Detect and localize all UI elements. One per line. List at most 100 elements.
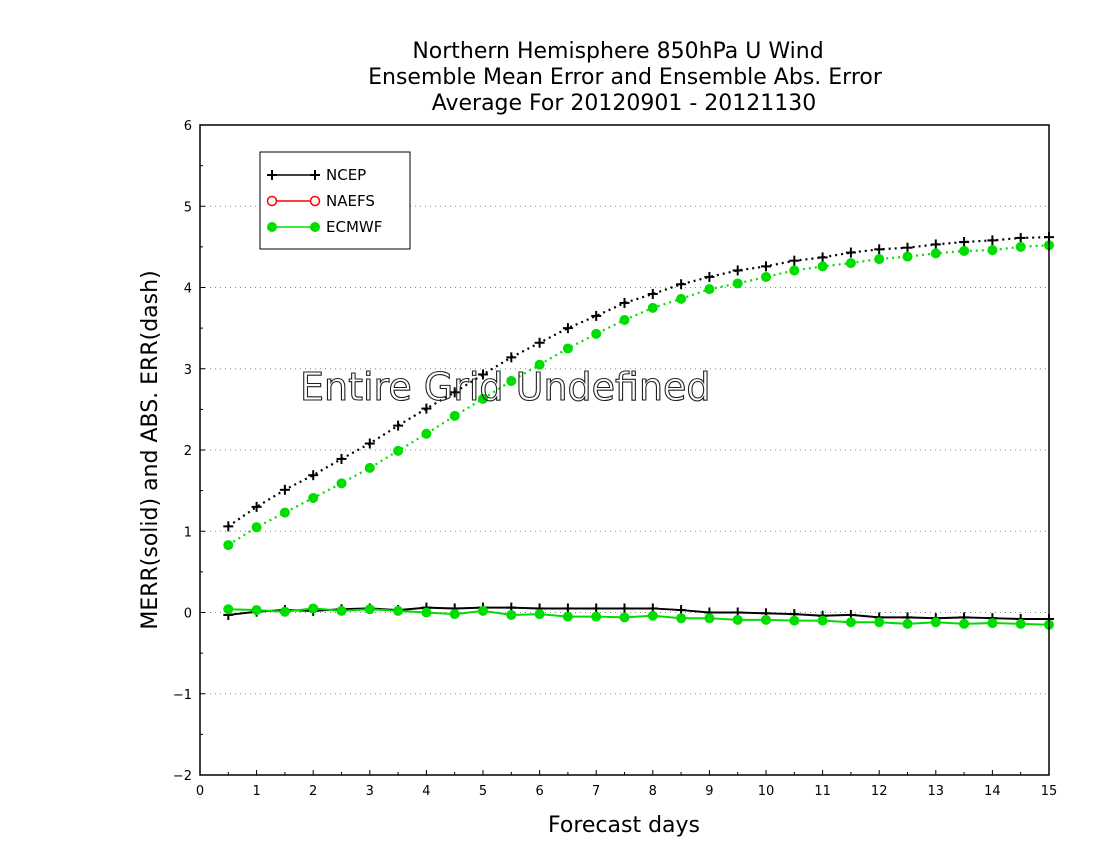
x-tick-label: 1 — [252, 784, 260, 799]
plus-point — [562, 323, 573, 334]
circle-point — [817, 615, 828, 626]
circle-point — [534, 609, 545, 620]
plus-point — [704, 271, 715, 282]
circle-point — [959, 245, 970, 256]
circle-point — [1015, 618, 1026, 629]
circle-point — [591, 328, 602, 339]
circle-point — [619, 612, 630, 623]
circle-point — [845, 617, 856, 628]
y-tick-label: 5 — [184, 200, 192, 215]
x-tick-label: 4 — [422, 784, 430, 799]
circle-point — [393, 445, 404, 456]
circle-point — [845, 258, 856, 269]
plus-point — [647, 289, 658, 299]
circle-point — [364, 462, 375, 473]
plus-point — [591, 310, 602, 321]
plus-point — [761, 261, 771, 272]
circle-point — [223, 604, 234, 615]
circle-point — [874, 617, 885, 628]
circle-point — [478, 393, 488, 404]
ecmwf-abs-err-points — [223, 240, 1054, 551]
open-circle-point — [309, 195, 321, 207]
plus-point — [930, 239, 941, 250]
legend-entry-ncep: NCEP — [267, 166, 366, 184]
plus-point — [478, 369, 488, 380]
plus-point — [336, 453, 347, 464]
circle-point — [506, 609, 517, 620]
circle-point — [562, 343, 573, 354]
x-tick-label: 12 — [871, 784, 888, 799]
circle-point — [591, 611, 602, 622]
plus-point — [732, 265, 743, 276]
x-tick-label: 6 — [535, 784, 543, 799]
circle-point — [619, 315, 630, 325]
circle-point — [279, 507, 290, 518]
x-axis-label: Forecast days — [548, 813, 700, 838]
circle-point — [676, 613, 687, 624]
plus-point — [874, 244, 885, 255]
circle-point — [817, 261, 828, 272]
x-tick-label: 11 — [814, 784, 831, 799]
plus-point — [619, 603, 630, 614]
circle-point — [902, 618, 913, 629]
circle-point — [789, 265, 800, 276]
x-axis-ticks: 0 1 2 3 4 5 6 7 8 9 10 11 12 13 14 15 — [196, 770, 1057, 799]
chart-title-line-1: Northern Hemisphere 850hPa U Wind — [412, 39, 823, 64]
circle-point — [336, 478, 347, 489]
x-tick-label: 5 — [479, 784, 487, 799]
circle-point — [647, 302, 658, 313]
ecmwf-merr-line — [228, 607, 1050, 626]
circle-point — [449, 609, 460, 620]
circle-point — [676, 293, 687, 304]
x-tick-label: 3 — [366, 784, 374, 799]
circle-point — [364, 604, 375, 615]
chart-title-line-2: Ensemble Mean Error and Ensemble Abs. Er… — [368, 65, 883, 90]
y-tick-label: 2 — [184, 444, 192, 459]
plus-point — [449, 387, 460, 398]
ncep-merr-points — [223, 602, 1054, 624]
plus-point — [267, 170, 277, 180]
y-tick-label: 4 — [184, 282, 192, 297]
circle-point — [1015, 241, 1026, 252]
legend-entry-ecmwf: ECMWF — [267, 218, 382, 236]
circle-point — [251, 522, 262, 533]
circle-point — [336, 605, 347, 616]
plus-point — [987, 235, 998, 246]
y-tick-label: 0 — [184, 607, 192, 622]
circle-point — [534, 359, 545, 370]
circle-point — [223, 540, 234, 551]
circle-point — [930, 617, 941, 628]
circle-point — [902, 251, 913, 262]
circle-point — [732, 278, 743, 289]
x-tick-label: 7 — [592, 784, 600, 799]
plus-point — [789, 255, 800, 266]
plus-point — [676, 279, 687, 290]
legend-label: ECMWF — [326, 218, 382, 236]
plot-series — [223, 232, 1054, 630]
grid-undefined-annotation: Entire Grid Undefined — [300, 365, 711, 409]
plus-point — [534, 337, 545, 348]
x-tick-label: 9 — [705, 784, 713, 799]
circle-point — [421, 607, 432, 618]
circle-point — [930, 248, 941, 259]
x-tick-label: 10 — [758, 784, 775, 799]
x-tick-label: 14 — [984, 784, 1001, 799]
y-tick-label: −2 — [173, 769, 192, 784]
circle-point — [279, 606, 290, 617]
circle-point — [987, 245, 998, 256]
circle-point — [647, 610, 658, 621]
legend-label: NAEFS — [326, 192, 375, 210]
plus-point — [1015, 232, 1026, 243]
plus-point — [393, 420, 404, 431]
circle-point — [987, 618, 998, 629]
plus-point — [421, 403, 432, 414]
circle-point — [308, 603, 319, 614]
plus-point — [279, 484, 290, 495]
plus-point — [902, 242, 913, 253]
circle-point — [789, 615, 800, 626]
plus-point — [308, 470, 319, 481]
circle-point — [704, 613, 715, 624]
circle-point — [761, 271, 771, 282]
plus-point — [223, 521, 234, 532]
